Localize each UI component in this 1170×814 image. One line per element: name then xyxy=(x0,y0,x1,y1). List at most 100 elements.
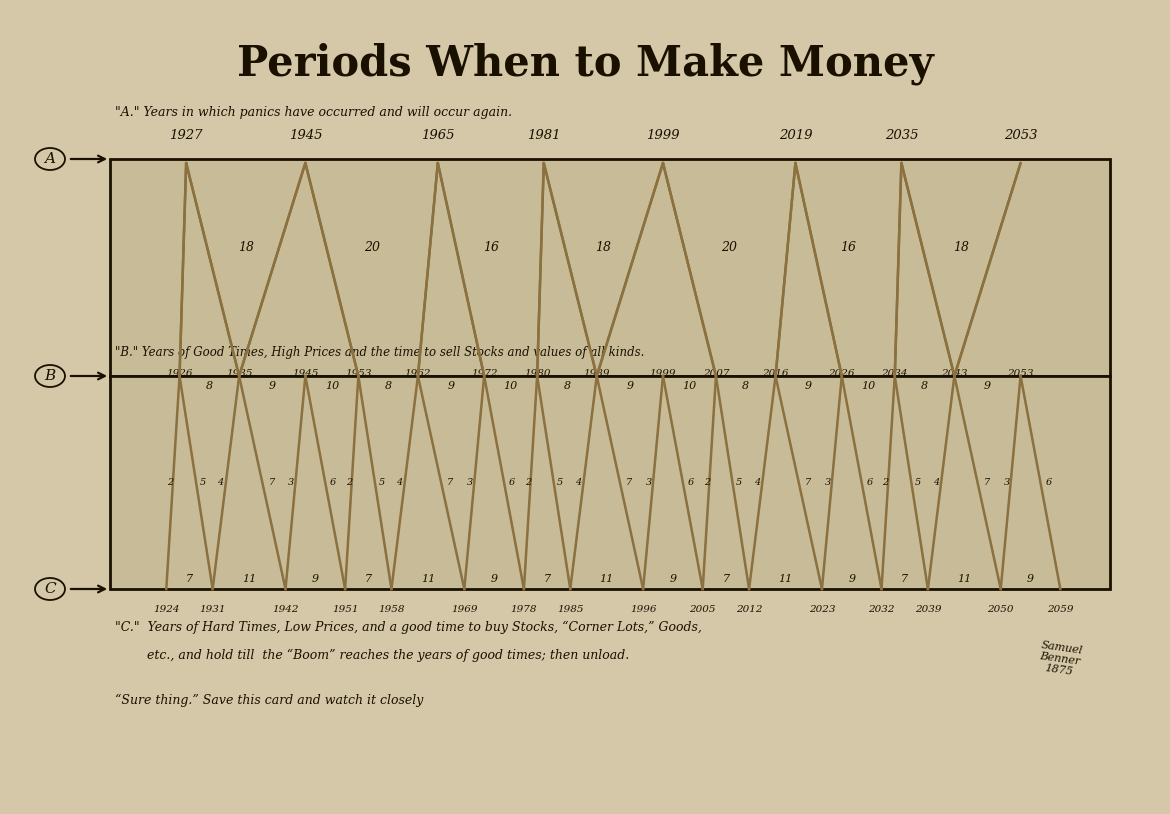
Text: 1945: 1945 xyxy=(289,129,322,142)
Text: 9: 9 xyxy=(848,574,855,584)
Text: 2035: 2035 xyxy=(885,129,918,142)
Text: 11: 11 xyxy=(242,574,256,584)
Text: 2053: 2053 xyxy=(1004,129,1038,142)
Text: 9: 9 xyxy=(447,381,455,391)
Text: 5: 5 xyxy=(378,478,385,487)
Text: 9: 9 xyxy=(269,381,276,391)
Text: "C."  Years of Hard Times, Low Prices, and a good time to buy Stocks, “Corner Lo: "C." Years of Hard Times, Low Prices, an… xyxy=(115,621,702,634)
Text: 5: 5 xyxy=(915,478,921,487)
Text: 11: 11 xyxy=(957,574,971,584)
Text: 7: 7 xyxy=(805,478,811,487)
Text: 18: 18 xyxy=(954,241,969,254)
Text: 4: 4 xyxy=(753,478,760,487)
Text: 9: 9 xyxy=(1027,574,1034,584)
Text: 2005: 2005 xyxy=(689,605,716,614)
Text: 5: 5 xyxy=(557,478,564,487)
Text: 20: 20 xyxy=(721,241,737,254)
Text: 16: 16 xyxy=(483,241,498,254)
Text: 9: 9 xyxy=(805,381,812,391)
Text: 11: 11 xyxy=(778,574,792,584)
Text: 5: 5 xyxy=(736,478,742,487)
Text: 2039: 2039 xyxy=(915,605,941,614)
Text: 5: 5 xyxy=(200,478,206,487)
Text: 9: 9 xyxy=(626,381,633,391)
Text: 1985: 1985 xyxy=(557,605,584,614)
Text: 2034: 2034 xyxy=(881,369,908,378)
Text: 9: 9 xyxy=(311,574,319,584)
Text: 1972: 1972 xyxy=(470,369,497,378)
Text: 10: 10 xyxy=(682,381,696,391)
Text: 2: 2 xyxy=(167,478,173,487)
Text: 1980: 1980 xyxy=(524,369,550,378)
Text: 3: 3 xyxy=(288,478,295,487)
Text: 8: 8 xyxy=(742,381,749,391)
Text: 18: 18 xyxy=(596,241,612,254)
Text: 8: 8 xyxy=(206,381,213,391)
Text: 7: 7 xyxy=(626,478,632,487)
Bar xyxy=(110,159,1110,376)
Text: 2: 2 xyxy=(346,478,352,487)
Bar xyxy=(110,376,1110,589)
Text: 8: 8 xyxy=(564,381,571,391)
Text: 1935: 1935 xyxy=(226,369,253,378)
Text: 1989: 1989 xyxy=(584,369,610,378)
Text: 3: 3 xyxy=(1004,478,1010,487)
Text: C: C xyxy=(44,582,56,596)
Text: 20: 20 xyxy=(364,241,379,254)
Text: 2007: 2007 xyxy=(703,369,729,378)
Text: Periods When to Make Money: Periods When to Make Money xyxy=(236,43,934,85)
Text: 1965: 1965 xyxy=(421,129,455,142)
Text: 10: 10 xyxy=(325,381,339,391)
Text: 7: 7 xyxy=(722,574,729,584)
Text: 2059: 2059 xyxy=(1047,605,1074,614)
Text: A: A xyxy=(44,152,55,166)
Text: 8: 8 xyxy=(921,381,928,391)
Text: 1924: 1924 xyxy=(153,605,179,614)
Text: 6: 6 xyxy=(688,478,694,487)
Text: 6: 6 xyxy=(867,478,873,487)
Text: 1969: 1969 xyxy=(452,605,477,614)
Text: 1942: 1942 xyxy=(273,605,298,614)
Text: B: B xyxy=(44,369,56,383)
Text: 7: 7 xyxy=(365,574,372,584)
Text: 6: 6 xyxy=(330,478,336,487)
Text: 1951: 1951 xyxy=(332,605,358,614)
Text: 16: 16 xyxy=(840,241,856,254)
Text: 11: 11 xyxy=(421,574,435,584)
Text: 2016: 2016 xyxy=(763,369,789,378)
Text: “Sure thing.” Save this card and watch it closely: “Sure thing.” Save this card and watch i… xyxy=(115,694,424,707)
Text: 2: 2 xyxy=(703,478,710,487)
Text: 7: 7 xyxy=(447,478,454,487)
Text: 1999: 1999 xyxy=(649,369,676,378)
Text: 10: 10 xyxy=(861,381,875,391)
Text: Samuel
Benner
1875: Samuel Benner 1875 xyxy=(1037,640,1083,678)
Text: 3: 3 xyxy=(646,478,652,487)
Text: 7: 7 xyxy=(186,574,193,584)
Text: 1926: 1926 xyxy=(166,369,193,378)
Text: 1953: 1953 xyxy=(345,369,372,378)
Text: 4: 4 xyxy=(397,478,402,487)
Text: 1996: 1996 xyxy=(629,605,656,614)
Text: 2019: 2019 xyxy=(779,129,812,142)
Text: 1958: 1958 xyxy=(378,605,405,614)
Text: 2026: 2026 xyxy=(828,369,855,378)
Text: 11: 11 xyxy=(599,574,614,584)
Text: etc., and hold till  the “Boom” reaches the years of good times; then unload.: etc., and hold till the “Boom” reaches t… xyxy=(115,649,629,663)
Text: 1931: 1931 xyxy=(199,605,226,614)
Text: 1945: 1945 xyxy=(292,369,318,378)
Text: 1999: 1999 xyxy=(646,129,680,142)
Text: 4: 4 xyxy=(932,478,940,487)
Text: 2: 2 xyxy=(525,478,531,487)
Text: 4: 4 xyxy=(218,478,223,487)
Text: 6: 6 xyxy=(509,478,515,487)
Text: 3: 3 xyxy=(467,478,474,487)
Text: 1981: 1981 xyxy=(526,129,560,142)
Text: 8: 8 xyxy=(385,381,392,391)
Text: 2050: 2050 xyxy=(987,605,1014,614)
Text: 7: 7 xyxy=(901,574,908,584)
Text: 1962: 1962 xyxy=(405,369,432,378)
Text: 2: 2 xyxy=(882,478,889,487)
Text: 2053: 2053 xyxy=(1007,369,1034,378)
Text: 2012: 2012 xyxy=(736,605,763,614)
Text: 1927: 1927 xyxy=(170,129,202,142)
